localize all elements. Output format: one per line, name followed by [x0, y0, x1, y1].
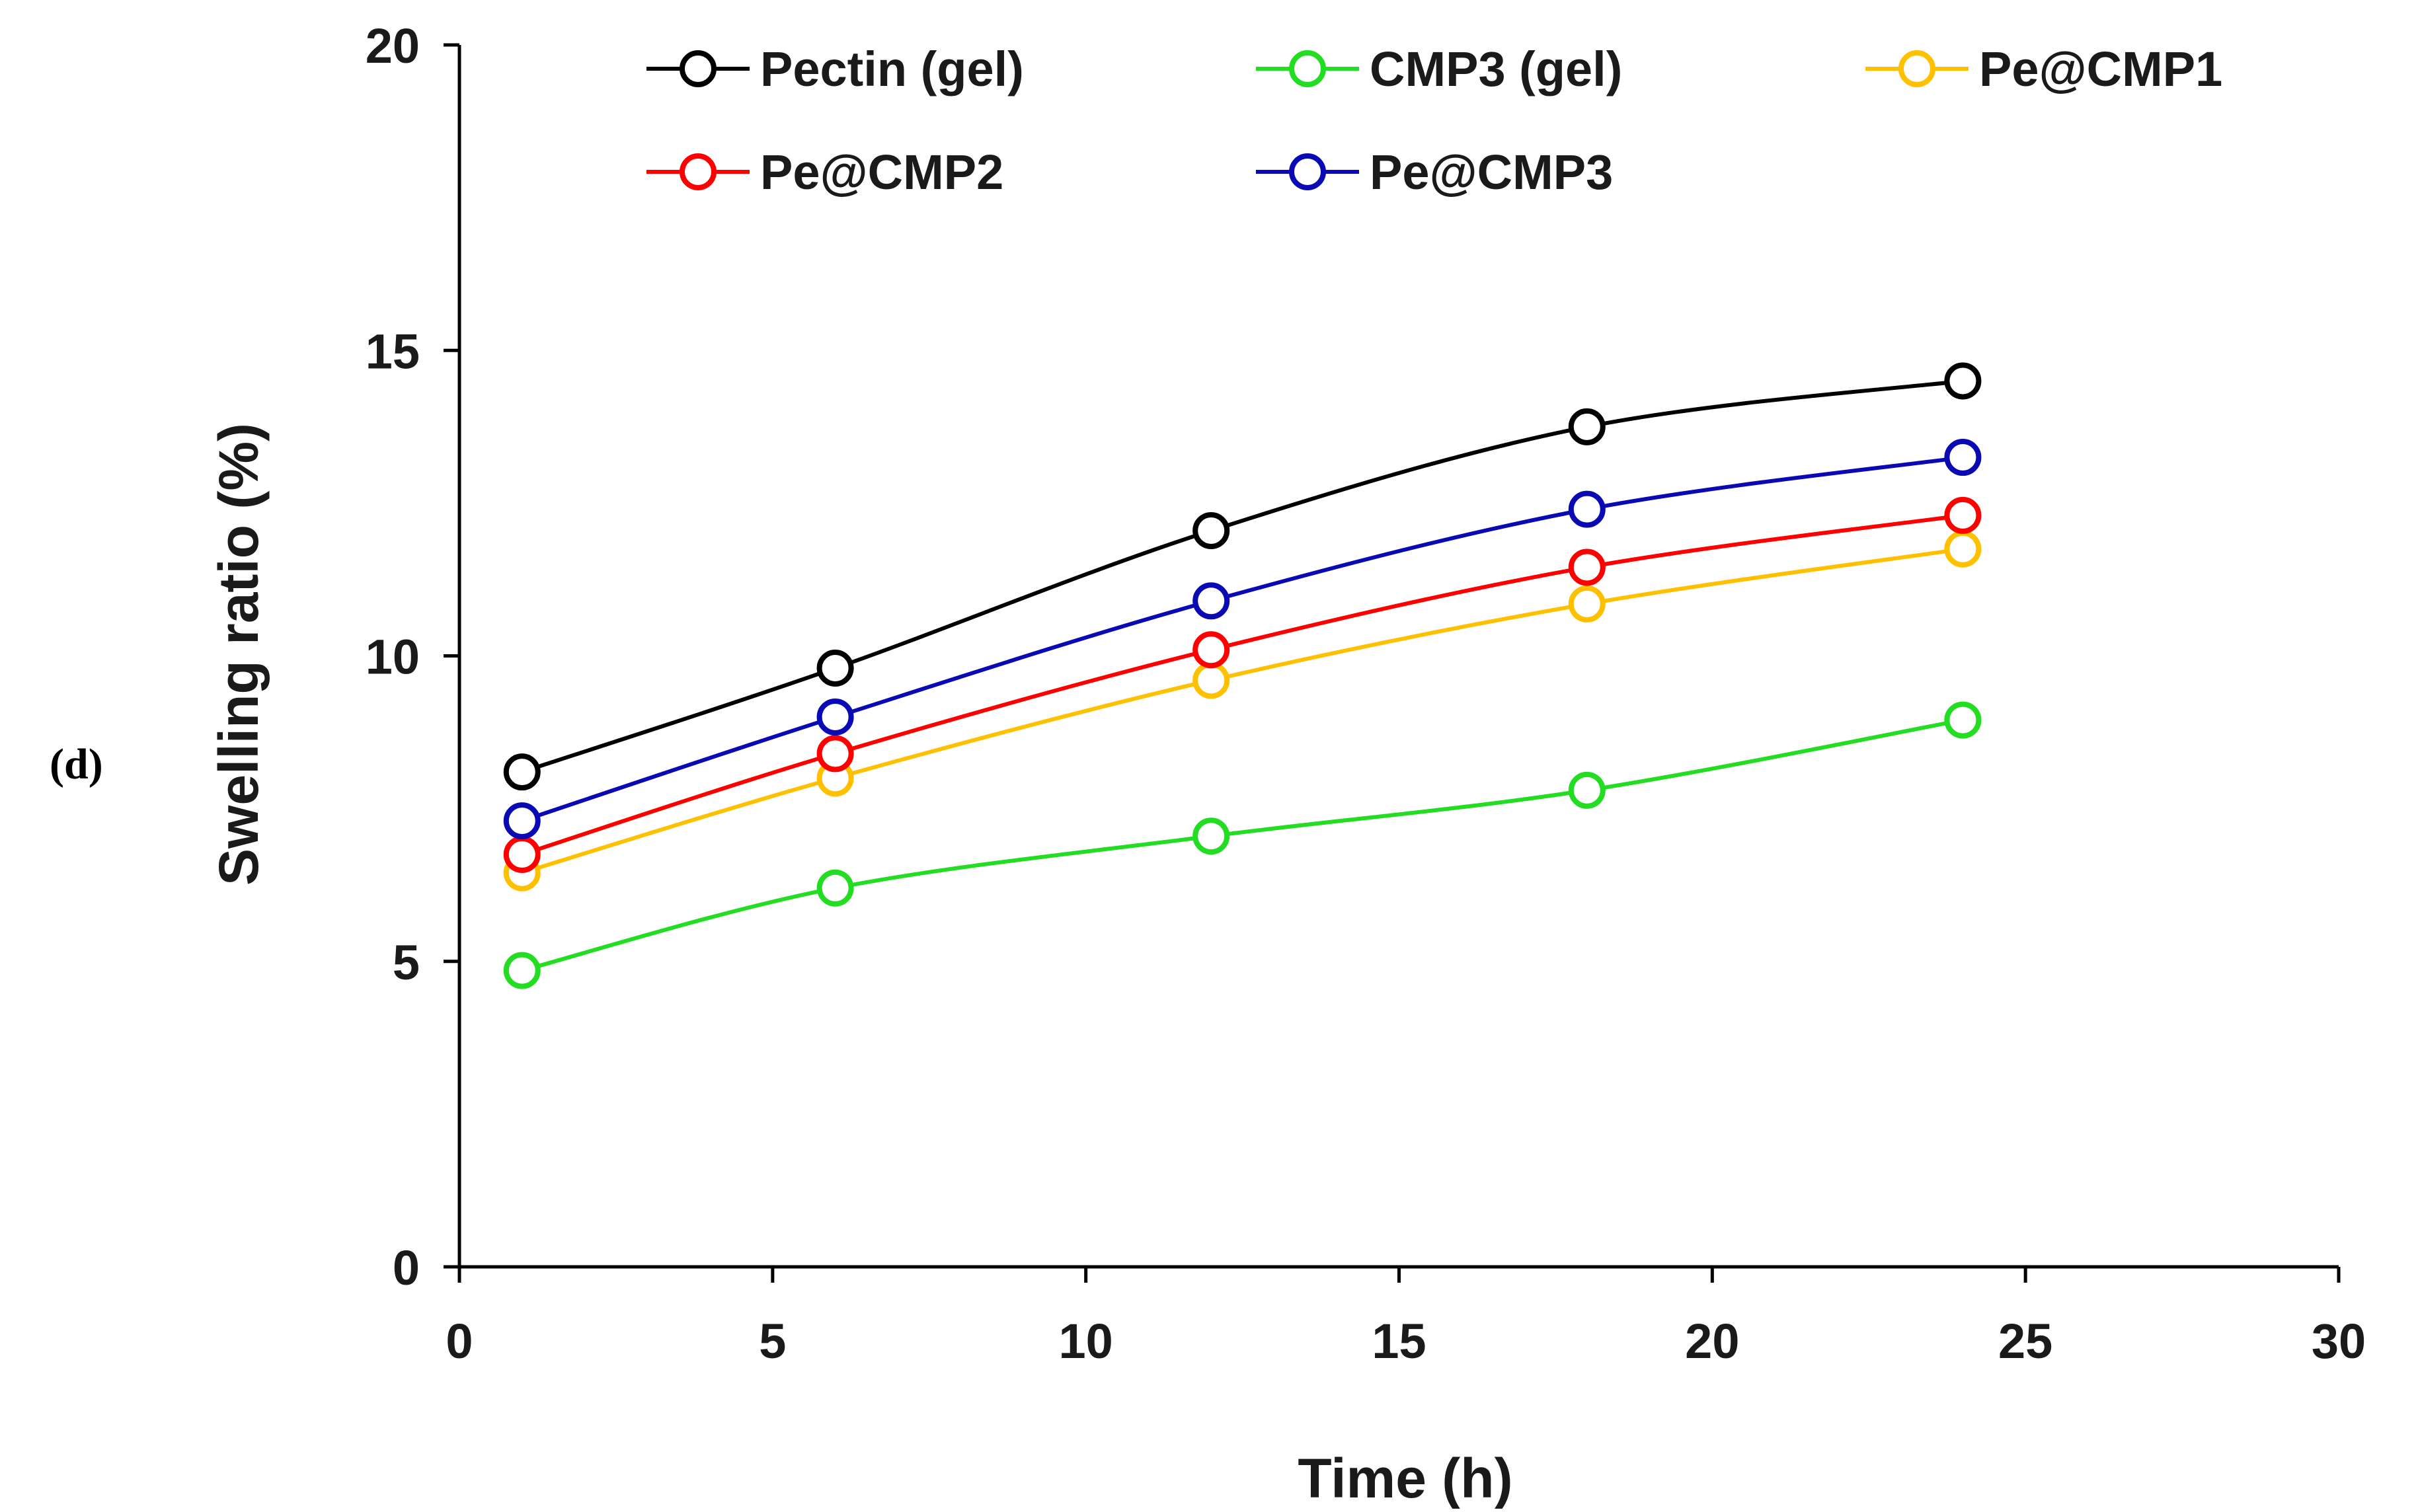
series-line-pectin-gel — [521, 379, 1963, 775]
legend-item-pectin-gel: Pectin (gel) — [646, 42, 1024, 96]
data-point-pe-cmp1 — [1192, 662, 1230, 699]
x-tick-label: 5 — [759, 1314, 786, 1369]
y-tick-label: 5 — [393, 935, 420, 990]
data-point-pectin-gel — [1192, 511, 1230, 549]
legend-item-pe-cmp3: Pe@CMP3 — [1256, 145, 1613, 200]
y-tick-label: 10 — [366, 630, 420, 685]
y-ticks: 0 5 10 15 20 — [366, 19, 459, 1295]
series-line-pe-cmp3 — [521, 455, 1963, 823]
data-point-pectin-gel — [1944, 362, 1982, 400]
x-tick-label: 15 — [1372, 1314, 1426, 1369]
data-point-pectin-gel — [816, 649, 854, 687]
legend: Pectin (gel) CMP3 (gel) Pe@CMP1 Pe@CMP2 Pe@C… — [646, 42, 2222, 200]
x-tick-label: 0 — [446, 1314, 473, 1369]
legend-marker — [680, 50, 717, 87]
legend-marker — [1289, 153, 1326, 190]
data-point-pe-cmp2 — [1944, 496, 1982, 534]
legend-marker — [1289, 50, 1326, 87]
y-tick-label: 15 — [366, 324, 420, 379]
legend-label: Pe@CMP1 — [1979, 42, 2222, 96]
x-ticks: 0 5 10 15 20 25 30 — [446, 1267, 2366, 1369]
legend-label: Pe@CMP3 — [1370, 145, 1613, 200]
y-tick-label: 0 — [393, 1240, 420, 1295]
data-point-pe-cmp3 — [1568, 490, 1606, 528]
x-axis-label: Time (h) — [1298, 1447, 1512, 1509]
legend-marker — [680, 153, 717, 190]
data-point-pe-cmp1 — [1944, 530, 1982, 568]
data-point-pe-cmp3 — [1192, 582, 1230, 620]
legend-marker — [1898, 50, 1935, 87]
x-tick-label: 30 — [2312, 1314, 2366, 1369]
data-point-pectin-gel — [503, 753, 541, 791]
y-axis-label: Swelling ratio (%) — [208, 423, 270, 886]
legend-label: Pe@CMP2 — [760, 145, 1003, 200]
y-tick-label: 20 — [366, 19, 420, 73]
series-layer — [503, 362, 1982, 989]
data-point-cmp3-gel — [1944, 701, 1982, 739]
legend-label: CMP3 (gel) — [1370, 42, 1622, 96]
data-point-pe-cmp2 — [1192, 631, 1230, 669]
data-point-pe-cmp3 — [1944, 439, 1982, 476]
data-point-pe-cmp2 — [1568, 548, 1606, 586]
data-point-cmp3-gel — [1568, 771, 1606, 809]
data-point-pe-cmp3 — [816, 698, 854, 736]
legend-item-pe-cmp1: Pe@CMP1 — [1865, 42, 2222, 96]
series-line-pe-cmp2 — [521, 513, 1963, 856]
series-line-cmp3-gel — [522, 718, 1963, 973]
legend-label: Pectin (gel) — [760, 42, 1024, 96]
legend-item-cmp3-gel: CMP3 (gel) — [1256, 42, 1622, 96]
x-tick-label: 20 — [1685, 1314, 1739, 1369]
data-point-cmp3-gel — [503, 952, 541, 989]
data-point-cmp3-gel — [816, 869, 854, 907]
data-point-pectin-gel — [1568, 408, 1606, 445]
data-point-pe-cmp2 — [503, 835, 541, 873]
data-point-pe-cmp2 — [816, 735, 854, 773]
data-point-cmp3-gel — [1192, 817, 1230, 855]
series-line-pe-cmp1 — [521, 547, 1963, 875]
x-tick-label: 25 — [1998, 1314, 2052, 1369]
legend-item-pe-cmp2: Pe@CMP2 — [646, 145, 1003, 200]
data-point-pe-cmp1 — [1568, 585, 1606, 623]
panel-label: (d) — [50, 740, 103, 788]
x-tick-label: 10 — [1059, 1314, 1113, 1369]
data-point-pe-cmp3 — [503, 802, 541, 840]
